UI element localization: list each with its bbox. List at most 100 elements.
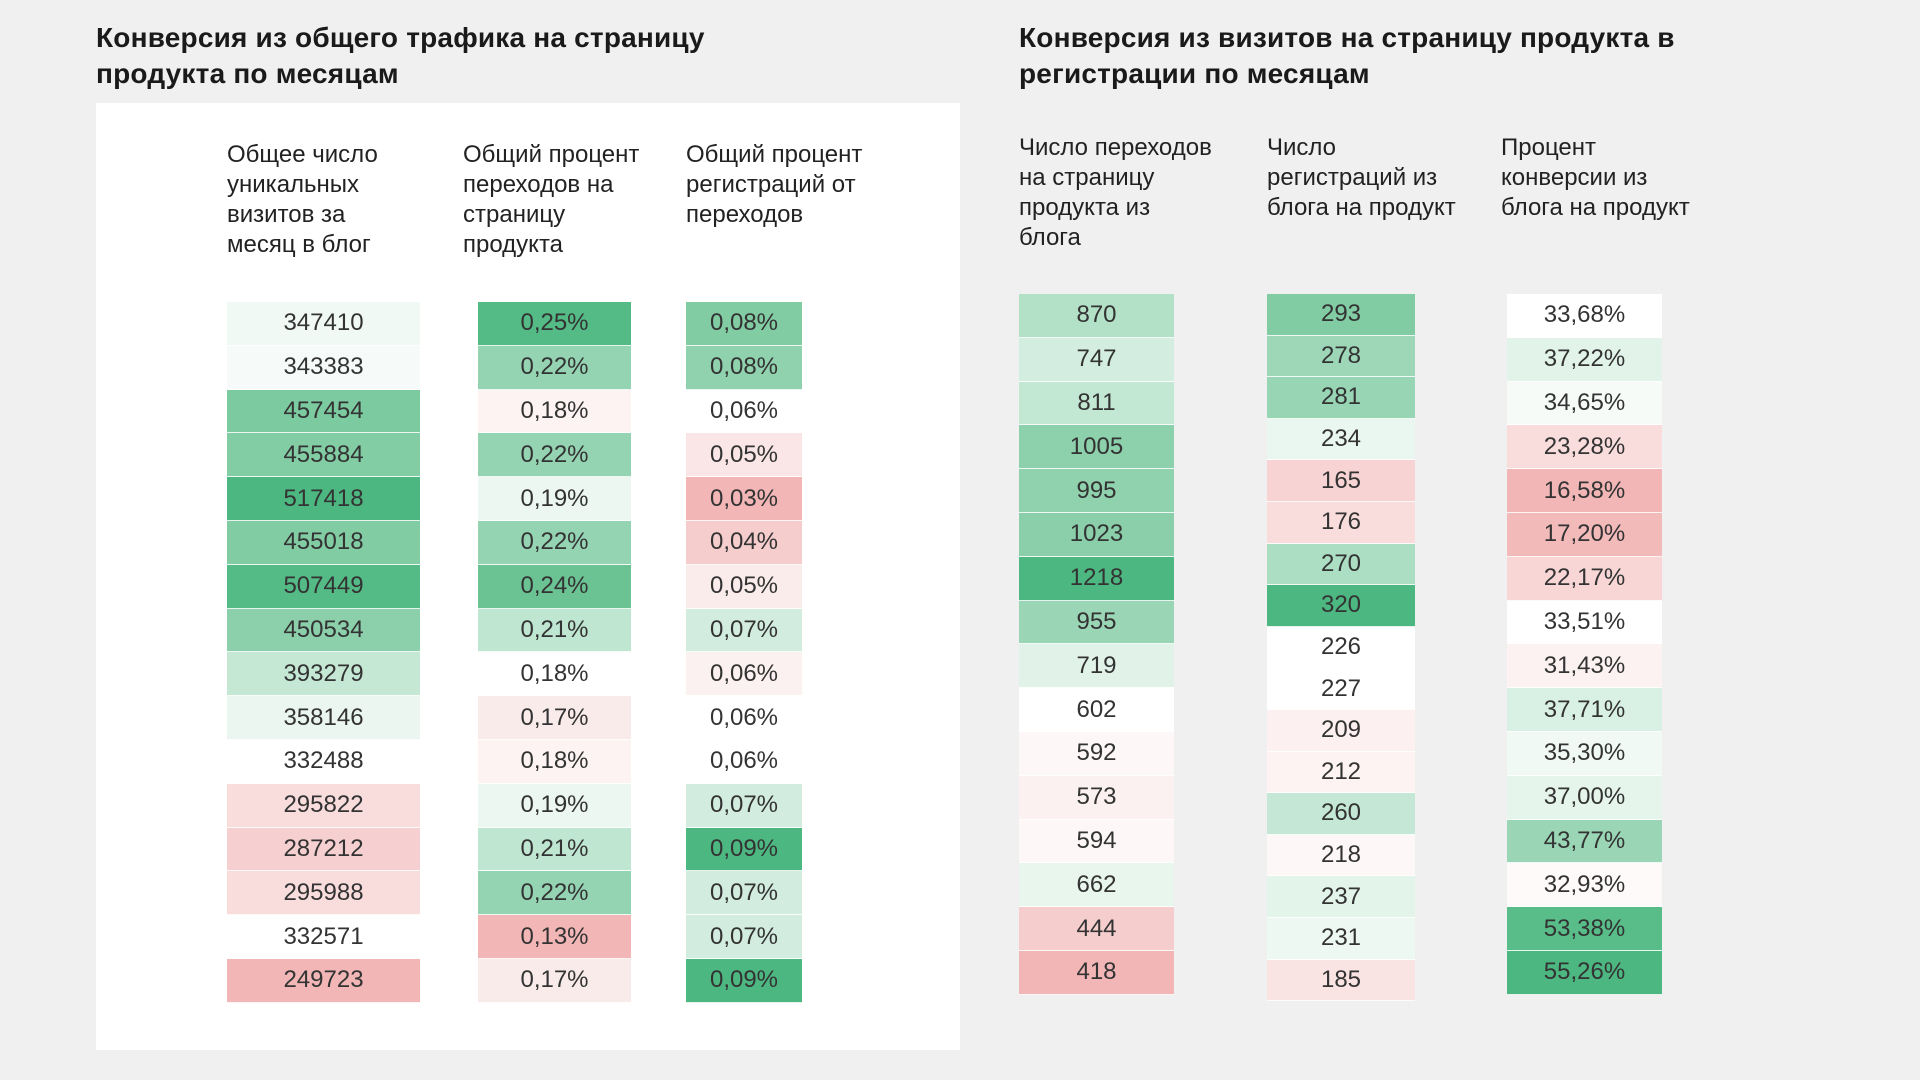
column-registration-percent: 0,08% 0,08% 0,06% 0,05% 0,03% 0,04% 0,05% 0,07%… [686,302,802,1003]
table-cell: 209 [1267,709,1415,752]
table-cell: 1218 [1019,556,1174,601]
table-cell: 17,20% [1507,512,1662,557]
table-cell: 0,09% [686,958,802,1003]
chart-title-left: Конверсия из общего трафика на страницу … [96,22,705,89]
table-cell: 176 [1267,501,1415,544]
table-cell: 0,21% [478,827,631,872]
header-unique-visits: Общее число уникальных визитов за месяц … [227,141,378,258]
table-cell: 0,19% [478,477,631,521]
table-cell: 358146 [227,696,420,740]
table-cell: 0,25% [478,302,631,346]
table-cell: 457454 [227,389,420,434]
table-cell: 719 [1019,644,1174,689]
table-cell: 165 [1267,460,1415,502]
table-cell: 227 [1267,668,1415,710]
chart-title-right: Конверсия из визитов на страницу продукт… [1019,22,1675,89]
column-product-transitions: 870 747 811 1005 995 1023 1218 955 719 602 592 573 5… [1019,294,1174,995]
table-cell: 16,58% [1507,469,1662,513]
table-cell: 870 [1019,294,1174,338]
table-cell: 393279 [227,652,420,697]
table-cell: 0,22% [478,520,631,565]
header-product-transitions: Число переходов на страницу продукта из … [1019,134,1212,251]
header-blog-registrations: Число регистраций из блога на продукт [1267,134,1456,221]
table-cell: 517418 [227,477,420,521]
table-cell: 592 [1019,731,1174,776]
table-cell: 0,05% [686,433,802,478]
table-cell: 226 [1267,626,1415,669]
table-cell: 234 [1267,418,1415,461]
table-cell: 287212 [227,827,420,872]
table-cell: 0,03% [686,477,802,521]
table-cell: 0,07% [686,915,802,959]
table-cell: 34,65% [1507,381,1662,426]
table-cell: 37,71% [1507,688,1662,732]
table-cell: 295988 [227,871,420,916]
table-cell: 0,04% [686,520,802,565]
table-cell: 32,93% [1507,863,1662,908]
table-cell: 295822 [227,783,420,828]
column-unique-visits: 347410 343383 457454 455884 517418 455018 5074… [227,302,420,1003]
table-cell: 0,06% [686,389,802,434]
table-cell: 1023 [1019,512,1174,557]
table-cell: 418 [1019,950,1174,995]
table-cell: 0,18% [478,739,631,784]
table-cell: 0,09% [686,827,802,872]
table-cell: 37,00% [1507,775,1662,820]
column-blog-registrations: 293 278 281 234 165 176 270 320 226 227 209 212 260 2… [1267,294,1415,1002]
table-cell: 0,07% [686,608,802,653]
table-cell: 0,08% [686,345,802,390]
table-cell: 507449 [227,564,420,609]
table-cell: 0,13% [478,915,631,959]
column-conversion-percent: 33,68% 37,22% 34,65% 23,28% 16,58% 17,20% 22,1… [1507,294,1662,995]
table-cell: 237 [1267,876,1415,918]
table-cell: 1005 [1019,425,1174,470]
table-cell: 249723 [227,958,420,1003]
table-cell: 0,06% [686,739,802,784]
table-cell: 0,19% [478,783,631,828]
table-cell: 0,07% [686,783,802,828]
table-cell: 53,38% [1507,907,1662,951]
header-conversion-percent: Процент конверсии из блога на продукт [1501,134,1690,221]
table-cell: 0,17% [478,958,631,1003]
table-cell: 22,17% [1507,556,1662,601]
table-cell: 343383 [227,345,420,390]
table-cell: 0,22% [478,871,631,916]
table-cell: 320 [1267,585,1415,627]
table-cell: 185 [1267,959,1415,1002]
table-cell: 455018 [227,520,420,565]
table-cell: 231 [1267,917,1415,960]
table-cell: 602 [1019,688,1174,732]
column-transition-percent: 0,25% 0,22% 0,18% 0,22% 0,19% 0,22% 0,24% 0,21%… [478,302,631,1003]
table-cell: 995 [1019,469,1174,513]
table-cell: 0,17% [478,696,631,740]
table-cell: 35,30% [1507,731,1662,776]
header-transition-percent: Общий процент переходов на страницу прод… [463,141,640,258]
table-cell: 0,08% [686,302,802,346]
table-cell: 450534 [227,608,420,653]
header-registration-percent: Общий процент регистраций от переходов [686,141,863,228]
table-cell: 37,22% [1507,337,1662,382]
table-cell: 662 [1019,863,1174,908]
table-cell: 293 [1267,294,1415,336]
table-cell: 455884 [227,433,420,478]
table-cell: 0,18% [478,652,631,697]
table-cell: 0,18% [478,389,631,434]
table-cell: 33,51% [1507,600,1662,645]
table-cell: 43,77% [1507,819,1662,864]
table-cell: 332488 [227,739,420,784]
table-cell: 55,26% [1507,950,1662,995]
table-cell: 444 [1019,907,1174,951]
table-cell: 23,28% [1507,425,1662,470]
table-cell: 573 [1019,775,1174,820]
table-cell: 594 [1019,819,1174,864]
table-cell: 218 [1267,834,1415,877]
table-cell: 278 [1267,335,1415,378]
table-cell: 747 [1019,337,1174,382]
table-cell: 270 [1267,543,1415,586]
table-cell: 0,21% [478,608,631,653]
table-cell: 347410 [227,302,420,346]
table-cell: 811 [1019,381,1174,426]
table-cell: 260 [1267,793,1415,835]
table-cell: 0,24% [478,564,631,609]
table-cell: 212 [1267,751,1415,794]
